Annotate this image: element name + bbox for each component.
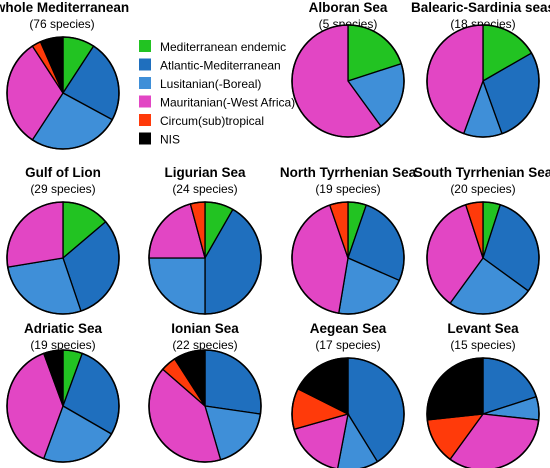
pie-title: Alboran Sea [309, 0, 388, 15]
pie-group: Ionian Sea (22 species) [148, 321, 262, 463]
pie-title: whole Mediterranean [0, 0, 129, 15]
legend-swatch-lusitanian [139, 77, 151, 89]
pie-subtitle: (24 species) [172, 182, 237, 196]
pie-title: Balearic-Sardinia seas [411, 0, 550, 15]
legend-swatch-mauritanian [139, 95, 151, 108]
pie-title: Gulf of Lion [25, 165, 101, 180]
pie-outline [291, 201, 405, 315]
pie-outline [291, 357, 405, 468]
pie-group: whole Mediterranean (76 species) [0, 0, 129, 150]
pie-group: Ligurian Sea (24 species) [148, 165, 262, 315]
pie-subtitle: (22 species) [172, 338, 237, 352]
legend-label-nis: NIS [160, 133, 180, 147]
pie-outline [291, 24, 405, 138]
pie-outline [148, 349, 262, 463]
pie-subtitle: (76 species) [29, 17, 94, 31]
legend-swatch-nis [139, 132, 151, 145]
pie-outline [426, 357, 540, 468]
pie-title: Aegean Sea [310, 321, 387, 336]
legend-label-circum: Circum(sub)tropical [160, 114, 264, 128]
pie-title: Adriatic Sea [24, 321, 103, 336]
pie-subtitle: (19 species) [30, 338, 95, 352]
pie-slice-mauritanian [6, 201, 64, 268]
pie-outline [426, 201, 540, 315]
pie-subtitle: (19 species) [315, 182, 380, 196]
pie-title: South Tyrrhenian Sea [414, 165, 550, 180]
pie-title: Levant Sea [447, 321, 519, 336]
pie-group: Levant Sea (15 species) [426, 321, 540, 468]
legend-label-lusitanian: Lusitanian(-Boreal) [160, 77, 261, 91]
legend-label-mauritanian: Mauritanian(-West Africa) [160, 96, 295, 110]
legend: Mediterranean endemic Atlantic-Mediterran… [139, 40, 295, 147]
legend-label-endemic: Mediterranean endemic [160, 40, 286, 54]
pie-group: Aegean Sea (17 species) [291, 321, 405, 468]
pie-title: North Tyrrhenian Sea [280, 165, 417, 180]
pie-outline [148, 201, 262, 315]
pie-subtitle: (29 species) [30, 182, 95, 196]
pie-title: Ligurian Sea [164, 165, 246, 180]
pie-outline [426, 24, 540, 138]
pie-group: South Tyrrhenian Sea (20 species) [414, 165, 550, 315]
pie-group: Balearic-Sardinia seas(18 species) [411, 0, 550, 138]
pie-group: Adriatic Sea (19 species) [6, 321, 120, 463]
pie-group: Alboran Sea(5 species) [291, 0, 405, 138]
pie-outline [6, 349, 120, 463]
legend-swatch-endemic [139, 40, 151, 52]
pie-title: Ionian Sea [171, 321, 239, 336]
legend-label-atlantic: Atlantic-Mediterranean [160, 59, 281, 73]
pie-outline [6, 36, 120, 150]
legend-swatch-atlantic [139, 58, 151, 71]
pie-subtitle: (15 species) [450, 338, 515, 352]
pie-group: Gulf of Lion (29 species) [6, 165, 120, 315]
pie-group: North Tyrrhenian Sea (19 species) [280, 165, 417, 315]
pie-subtitle: (17 species) [315, 338, 380, 352]
pie-slice-nis [426, 357, 484, 421]
pie-slice-atlantic [204, 349, 262, 415]
legend-swatch-circum [139, 114, 151, 126]
pie-outline [6, 201, 120, 315]
pie-subtitle: (20 species) [450, 182, 515, 196]
